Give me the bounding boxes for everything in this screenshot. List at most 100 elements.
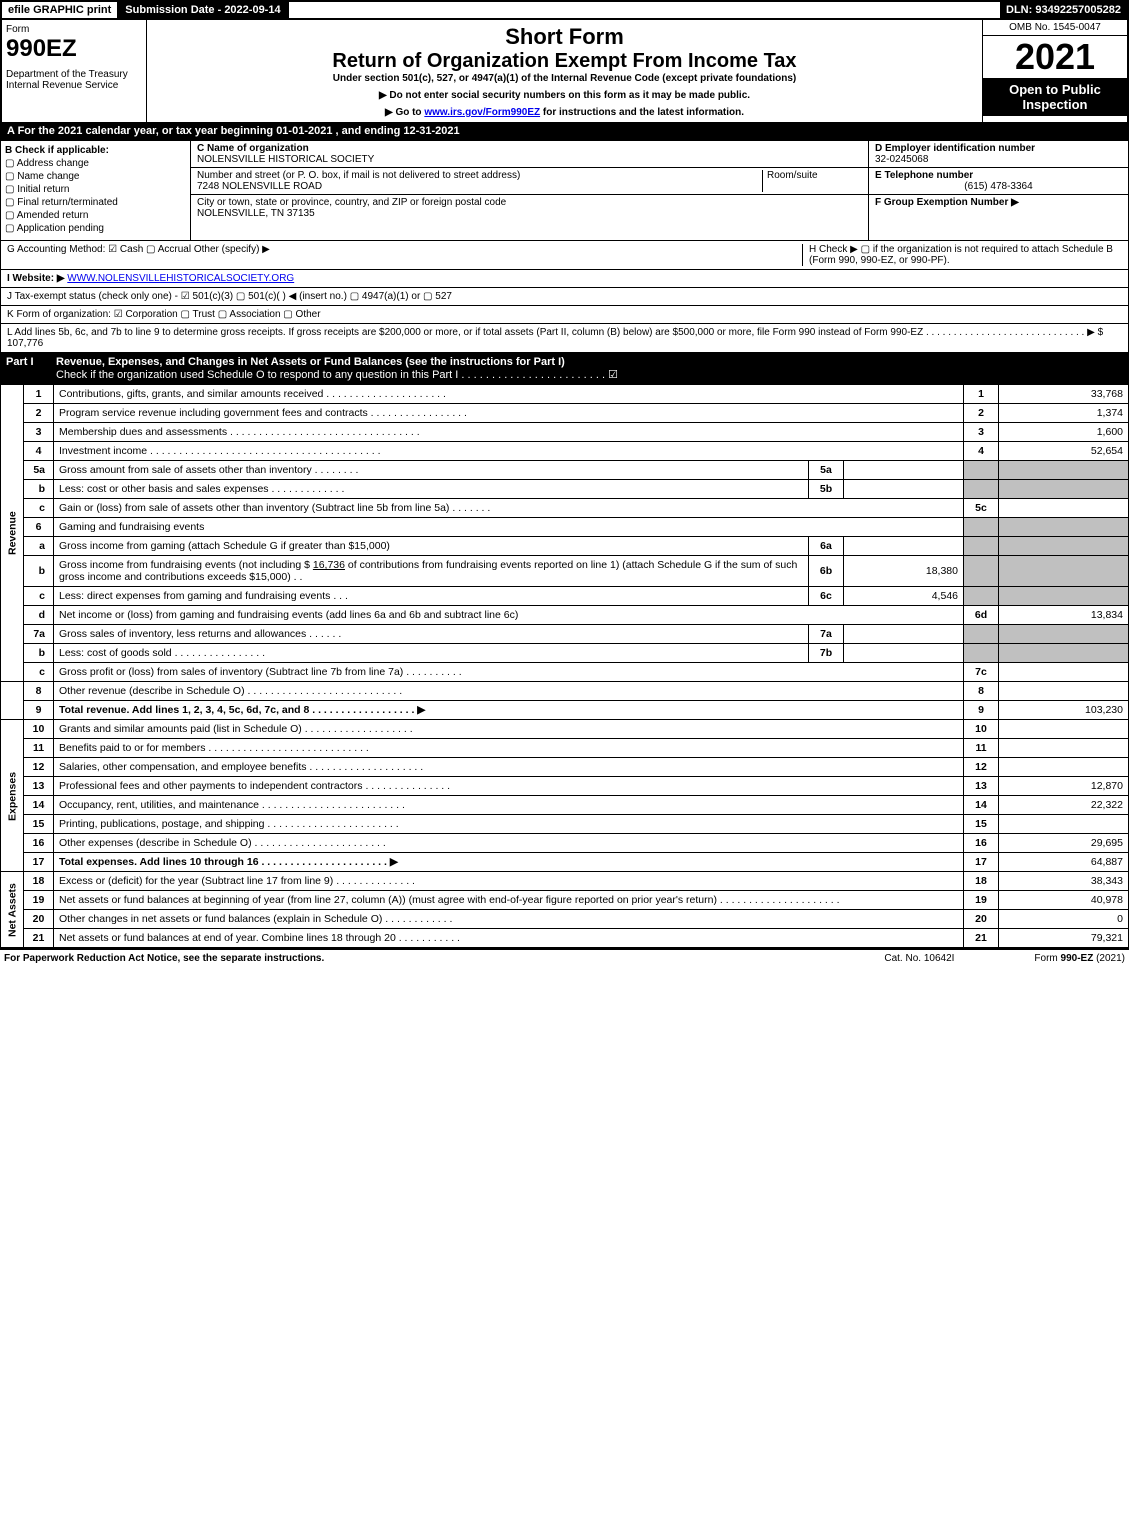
opt-name: Name change	[17, 171, 79, 182]
dln: DLN: 93492257005282	[1000, 2, 1127, 18]
footer-right-bold: 990-EZ	[1061, 953, 1094, 964]
street-row: Number and street (or P. O. box, if mail…	[191, 168, 868, 195]
l7a-mini: 7a	[809, 625, 844, 644]
vert-revenue: Revenue	[1, 385, 24, 682]
part1-check: Check if the organization used Schedule …	[56, 369, 618, 381]
l3-amt: 1,600	[999, 423, 1129, 442]
group-exempt-label: F Group Exemption Number ▶	[875, 197, 1019, 208]
check-address[interactable]: ▢ Address change	[5, 158, 186, 169]
city-value: NOLENSVILLE, TN 37135	[197, 208, 315, 219]
l9-amt: 103,230	[999, 701, 1129, 720]
page-footer: For Paperwork Reduction Act Notice, see …	[0, 948, 1129, 967]
row-7a: 7a Gross sales of inventory, less returns…	[1, 625, 1129, 644]
vert-expenses: Expenses	[1, 720, 24, 872]
inspection-badge: Open to Public Inspection	[983, 78, 1127, 116]
l13-desc: Professional fees and other payments to …	[59, 780, 363, 792]
subtitle: Under section 501(c), 527, or 4947(a)(1)…	[151, 73, 978, 84]
ein-label: D Employer identification number	[875, 143, 1035, 154]
street-value: 7248 NOLENSVILLE ROAD	[197, 181, 322, 192]
website-link[interactable]: WWW.NOLENSVILLEHISTORICALSOCIETY.ORG	[67, 273, 294, 284]
row-6c: cLess: direct expenses from gaming and f…	[1, 587, 1129, 606]
check-name[interactable]: ▢ Name change	[5, 171, 186, 182]
l20-amt: 0	[999, 910, 1129, 929]
check-final[interactable]: ▢ Final return/terminated	[5, 197, 186, 208]
l6b-minival: 18,380	[844, 556, 964, 587]
irs-link[interactable]: www.irs.gov/Form990EZ	[424, 107, 540, 118]
footer-right-post: (2021)	[1093, 953, 1125, 964]
top-bar: efile GRAPHIC print Submission Date - 20…	[0, 0, 1129, 20]
l19-desc: Net assets or fund balances at beginning…	[59, 894, 717, 906]
check-initial[interactable]: ▢ Initial return	[5, 184, 186, 195]
l11-desc: Benefits paid to or for members	[59, 742, 205, 754]
section-l-text: L Add lines 5b, 6c, and 7b to line 9 to …	[7, 327, 1103, 338]
l7a-desc: Gross sales of inventory, less returns a…	[59, 628, 306, 640]
l6c-desc: Less: direct expenses from gaming and fu…	[59, 590, 330, 602]
section-f: F Group Exemption Number ▶	[869, 195, 1128, 210]
l19-num: 19	[964, 891, 999, 910]
l7c-num: 7c	[964, 663, 999, 682]
l14-desc: Occupancy, rent, utilities, and maintena…	[59, 799, 259, 811]
l9-desc: Total revenue. Add lines 1, 2, 3, 4, 5c,…	[59, 704, 425, 716]
l10-amt	[999, 720, 1129, 739]
dept-label: Department of the Treasury	[6, 69, 142, 80]
l3-desc: Membership dues and assessments	[59, 426, 227, 438]
footer-left: For Paperwork Reduction Act Notice, see …	[4, 953, 884, 964]
info-grid: B Check if applicable: ▢ Address change …	[0, 140, 1129, 241]
l14-num: 14	[964, 796, 999, 815]
l5b-mini: 5b	[809, 480, 844, 499]
header-right: OMB No. 1545-0047 2021 Open to Public In…	[982, 20, 1127, 122]
row-6b: b Gross income from fundraising events (…	[1, 556, 1129, 587]
city-row: City or town, state or province, country…	[191, 195, 868, 221]
row-15: 15Printing, publications, postage, and s…	[1, 815, 1129, 834]
l20-num: 20	[964, 910, 999, 929]
ein-value: 32-0245068	[875, 154, 928, 165]
row-11: 11Benefits paid to or for members . . . …	[1, 739, 1129, 758]
l12-amt	[999, 758, 1129, 777]
l5b-desc: Less: cost or other basis and sales expe…	[59, 483, 269, 495]
section-b-title: B Check if applicable:	[5, 145, 109, 156]
check-pending[interactable]: ▢ Application pending	[5, 223, 186, 234]
form-number: 990EZ	[6, 35, 142, 63]
l6a-desc: Gross income from gaming (attach Schedul…	[54, 537, 809, 556]
instruct-ssn: ▶ Do not enter social security numbers o…	[151, 90, 978, 101]
l21-num: 21	[964, 929, 999, 948]
l11-num: 11	[964, 739, 999, 758]
l5c-desc: Gain or (loss) from sale of assets other…	[59, 502, 449, 514]
l4-desc: Investment income	[59, 445, 147, 457]
l7b-desc: Less: cost of goods sold	[59, 647, 172, 659]
l6b-underline: 16,736	[313, 559, 345, 571]
row-16: 16Other expenses (describe in Schedule O…	[1, 834, 1129, 853]
l16-desc: Other expenses (describe in Schedule O)	[59, 837, 252, 849]
section-e: E Telephone number (615) 478-3364	[869, 168, 1128, 195]
row-5c: cGain or (loss) from sale of assets othe…	[1, 499, 1129, 518]
l5b-minival	[844, 480, 964, 499]
title-short-form: Short Form	[151, 24, 978, 50]
opt-pending: Application pending	[17, 223, 104, 234]
l21-amt: 79,321	[999, 929, 1129, 948]
row-8: 8Other revenue (describe in Schedule O) …	[1, 682, 1129, 701]
l7b-minival	[844, 644, 964, 663]
l18-desc: Excess or (deficit) for the year (Subtra…	[59, 875, 333, 887]
l6b-mini: 6b	[809, 556, 844, 587]
row-1: Revenue 1 Contributions, gifts, grants, …	[1, 385, 1129, 404]
l1-num: 1	[964, 385, 999, 404]
l4-num: 4	[964, 442, 999, 461]
part1-table: Revenue 1 Contributions, gifts, grants, …	[0, 384, 1129, 948]
omb-number: OMB No. 1545-0047	[983, 20, 1127, 36]
check-amended[interactable]: ▢ Amended return	[5, 210, 186, 221]
l5a-desc: Gross amount from sale of assets other t…	[59, 464, 312, 476]
opt-initial: Initial return	[17, 184, 69, 195]
section-l: L Add lines 5b, 6c, and 7b to line 9 to …	[0, 324, 1129, 353]
footer-right-pre: Form	[1034, 953, 1060, 964]
row-21: 21Net assets or fund balances at end of …	[1, 929, 1129, 948]
instruct-goto: ▶ Go to www.irs.gov/Form990EZ for instru…	[151, 107, 978, 118]
row-17: 17Total expenses. Add lines 10 through 1…	[1, 853, 1129, 872]
row-18: Net Assets 18Excess or (deficit) for the…	[1, 872, 1129, 891]
irs-label: Internal Revenue Service	[6, 80, 142, 91]
l15-num: 15	[964, 815, 999, 834]
l6a-mini: 6a	[809, 537, 844, 556]
l1-amt: 33,768	[999, 385, 1129, 404]
org-name-label: C Name of organization	[197, 143, 309, 154]
street-label: Number and street (or P. O. box, if mail…	[197, 170, 520, 181]
l6b-pre: Gross income from fundraising events (no…	[59, 559, 313, 571]
